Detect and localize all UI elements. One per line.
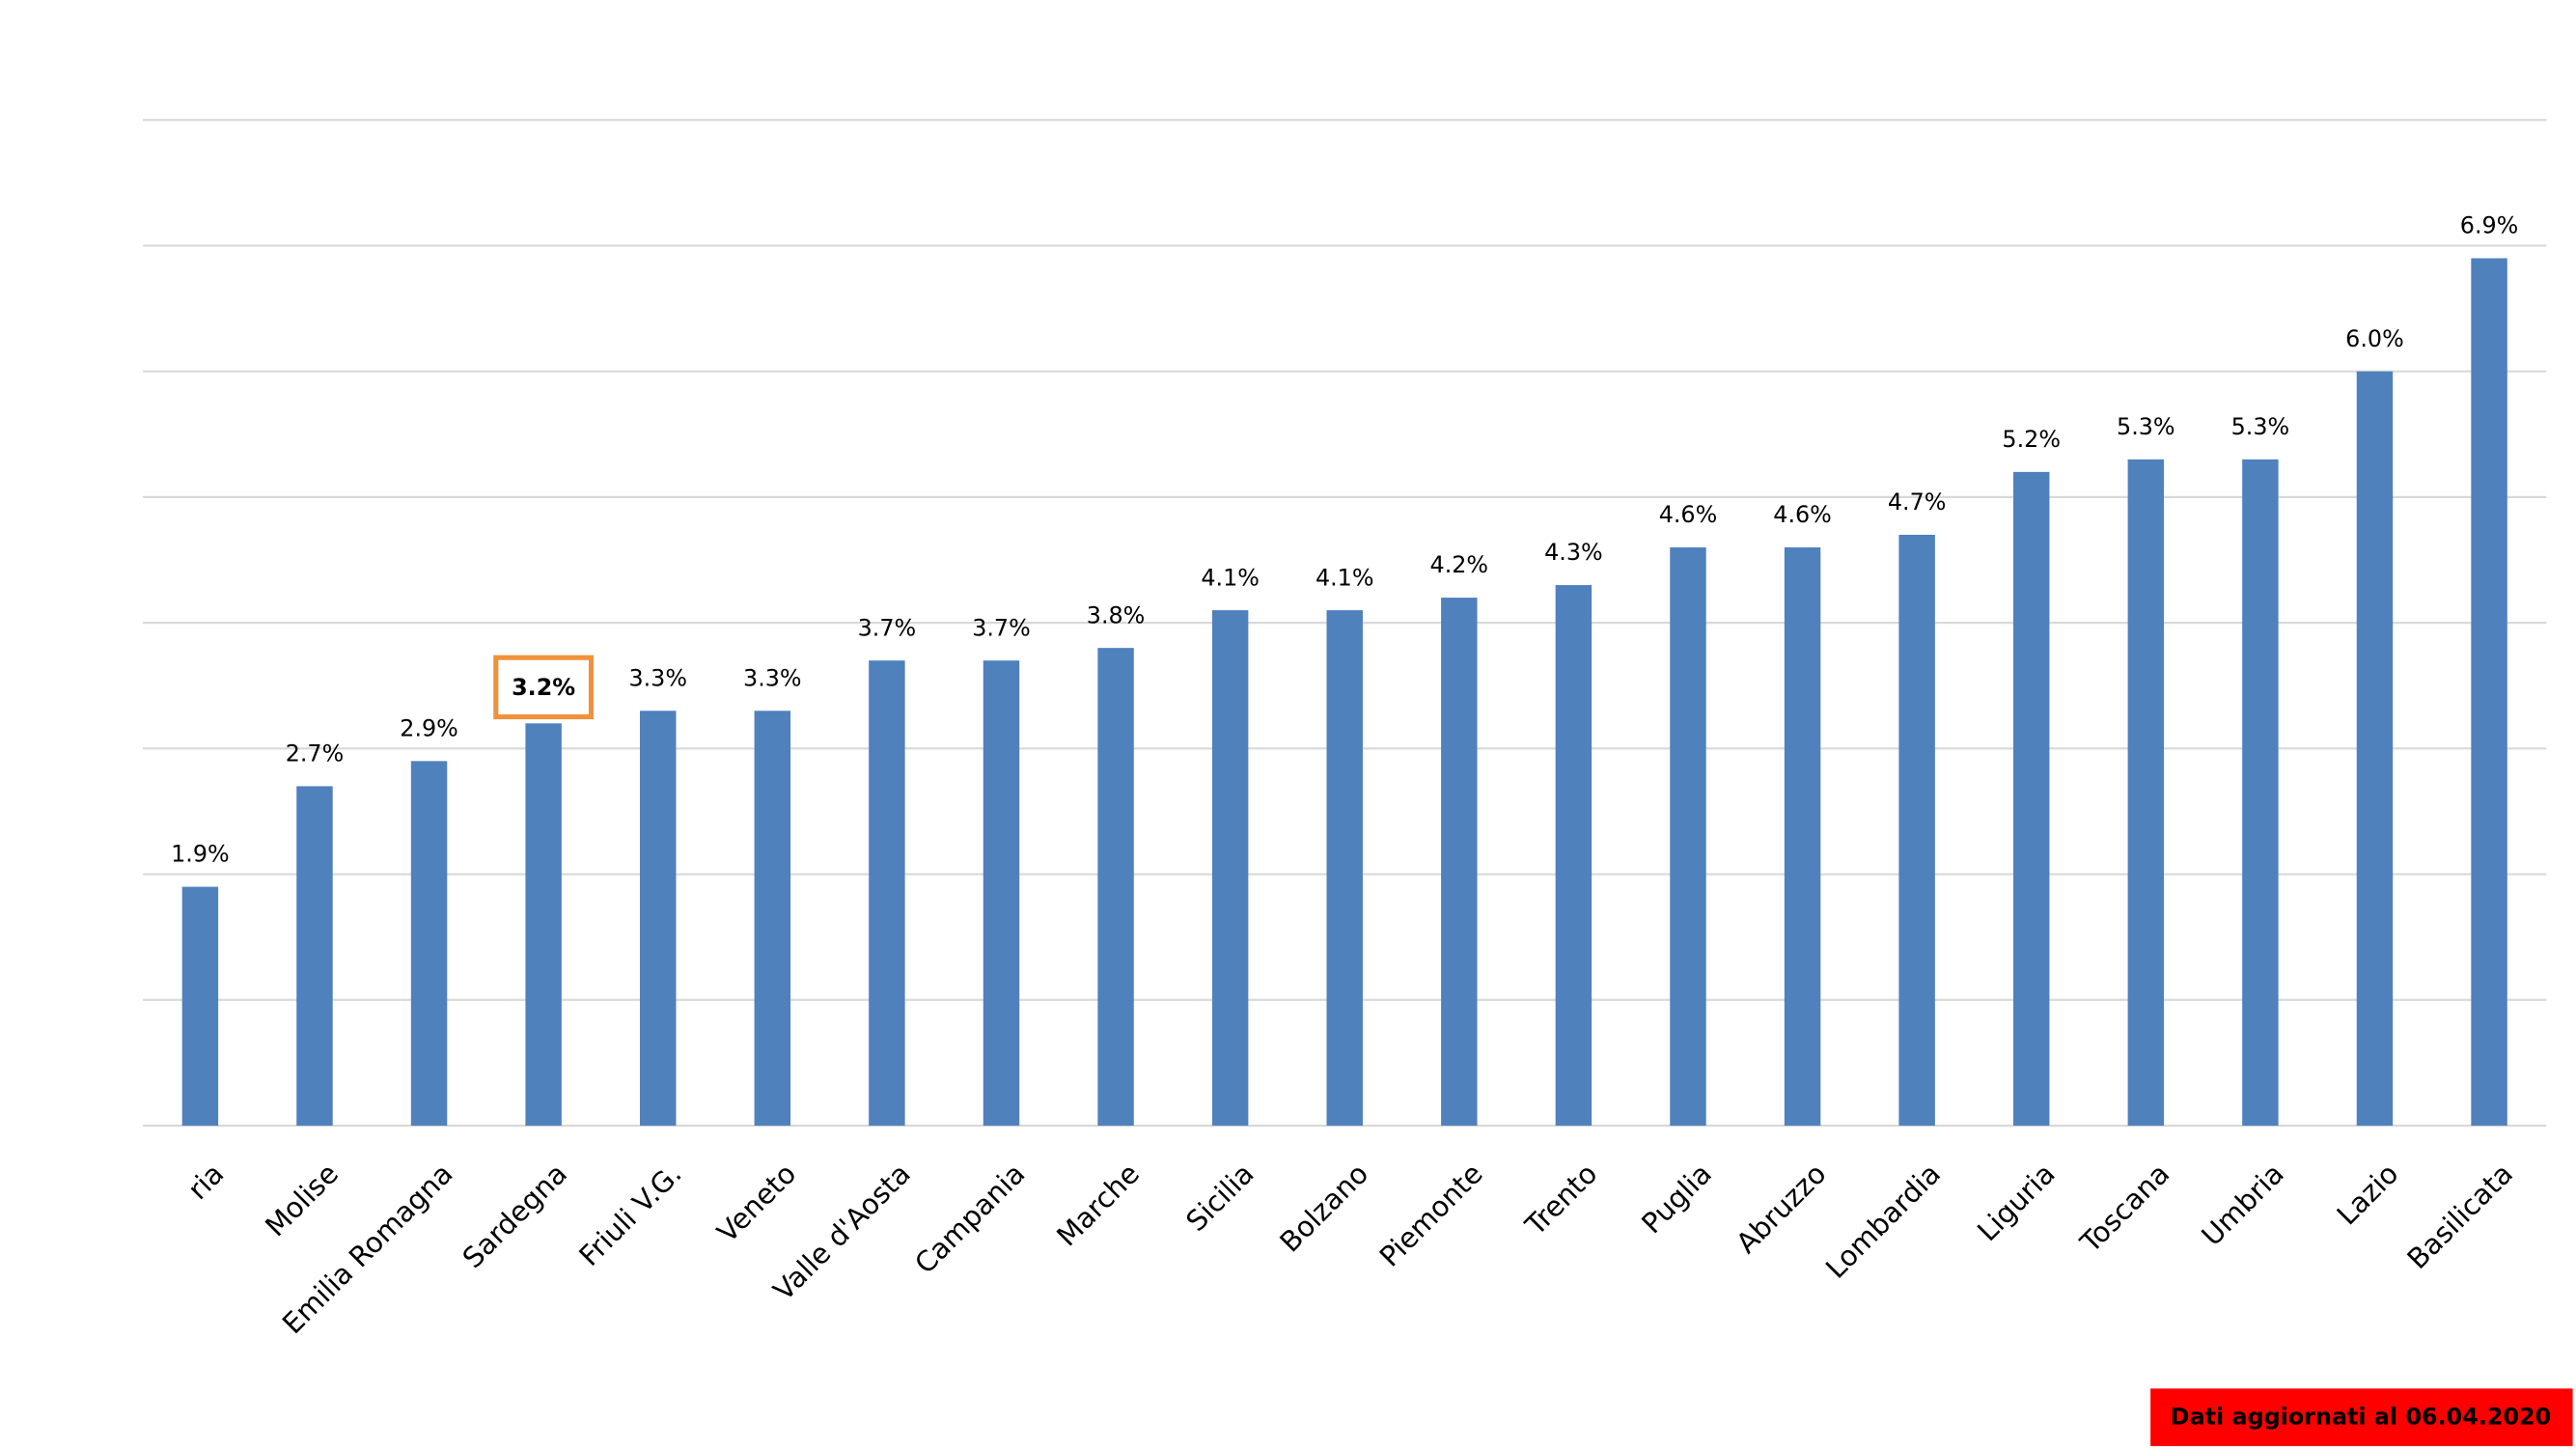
bar — [181, 886, 219, 1126]
bar — [2013, 471, 2050, 1126]
value-label: 2.7% — [286, 740, 345, 767]
x-tick-label: Umbria — [2195, 1157, 2290, 1252]
value-label: 3.7% — [858, 614, 917, 641]
x-tick-label: Marche — [1050, 1157, 1146, 1252]
x-tick-label: ria — [181, 1157, 231, 1206]
x-tick-label: Lazio — [2331, 1157, 2405, 1231]
value-label: 4.3% — [1544, 539, 1603, 566]
x-tick-label: Piemonte — [1373, 1157, 1489, 1272]
highlight-box — [493, 655, 595, 720]
bar — [1326, 610, 1363, 1126]
value-label: 6.0% — [2345, 325, 2404, 352]
x-tick-label: Toscana — [2073, 1157, 2175, 1259]
bar — [2127, 459, 2165, 1126]
bar — [2471, 258, 2507, 1126]
bar — [1555, 585, 1593, 1126]
bar — [1097, 648, 1134, 1126]
bar — [1441, 598, 1478, 1126]
x-tick-label: Trento — [1518, 1157, 1603, 1242]
x-tick-label: Liguria — [1971, 1157, 2062, 1247]
bar — [1211, 610, 1249, 1126]
x-tick-label: Bolzano — [1273, 1157, 1374, 1258]
value-label: 5.3% — [2231, 413, 2290, 440]
value-label: 3.7% — [972, 614, 1031, 641]
note-box — [2150, 1388, 2573, 1446]
bar — [1670, 546, 1706, 1126]
value-label: 5.3% — [2117, 413, 2175, 440]
value-label: 4.6% — [1659, 501, 1718, 528]
x-tick-label: Lombardia — [1819, 1157, 1947, 1284]
x-tick-label: Puglia — [1635, 1157, 1718, 1240]
value-label: 3.3% — [743, 664, 802, 691]
value-label: 5.2% — [2002, 426, 2061, 453]
value-label: 3.8% — [1087, 601, 1146, 628]
bar — [1898, 534, 1935, 1126]
bar — [2356, 371, 2394, 1126]
x-tick-label: Friuli V.G. — [572, 1157, 687, 1271]
x-tick-label: Molise — [259, 1157, 345, 1242]
bar — [410, 761, 448, 1126]
bar — [525, 723, 562, 1126]
value-label: 1.9% — [171, 841, 230, 868]
value-label: 2.9% — [400, 715, 458, 742]
bar — [1784, 546, 1821, 1126]
bar — [754, 711, 791, 1126]
value-label: 3.3% — [628, 664, 687, 691]
x-tick-label: Abruzzo — [1730, 1157, 1832, 1259]
note: Dati aggiornati al 06.04.2020 — [2171, 1403, 2551, 1430]
bar — [869, 660, 905, 1126]
value-label: 4.1% — [1201, 564, 1260, 591]
x-tick-label: Veneto — [710, 1157, 802, 1248]
bar — [2242, 459, 2279, 1126]
bar — [983, 660, 1020, 1126]
x-tick-label: Sardegna — [457, 1157, 574, 1274]
x-tick-label: Basilicata — [2400, 1157, 2519, 1275]
value-label: 4.7% — [1888, 488, 1947, 516]
value-label: 3.2% — [512, 674, 575, 701]
bar — [640, 711, 677, 1126]
value-label: 6.9% — [2460, 212, 2519, 239]
value-label: 4.2% — [1430, 551, 1489, 578]
x-tick-label: Campania — [908, 1157, 1031, 1279]
value-label: 4.1% — [1316, 564, 1374, 591]
value-label: 4.6% — [1773, 501, 1832, 528]
bar — [296, 786, 333, 1126]
x-tick-label: Sicilia — [1179, 1157, 1260, 1238]
